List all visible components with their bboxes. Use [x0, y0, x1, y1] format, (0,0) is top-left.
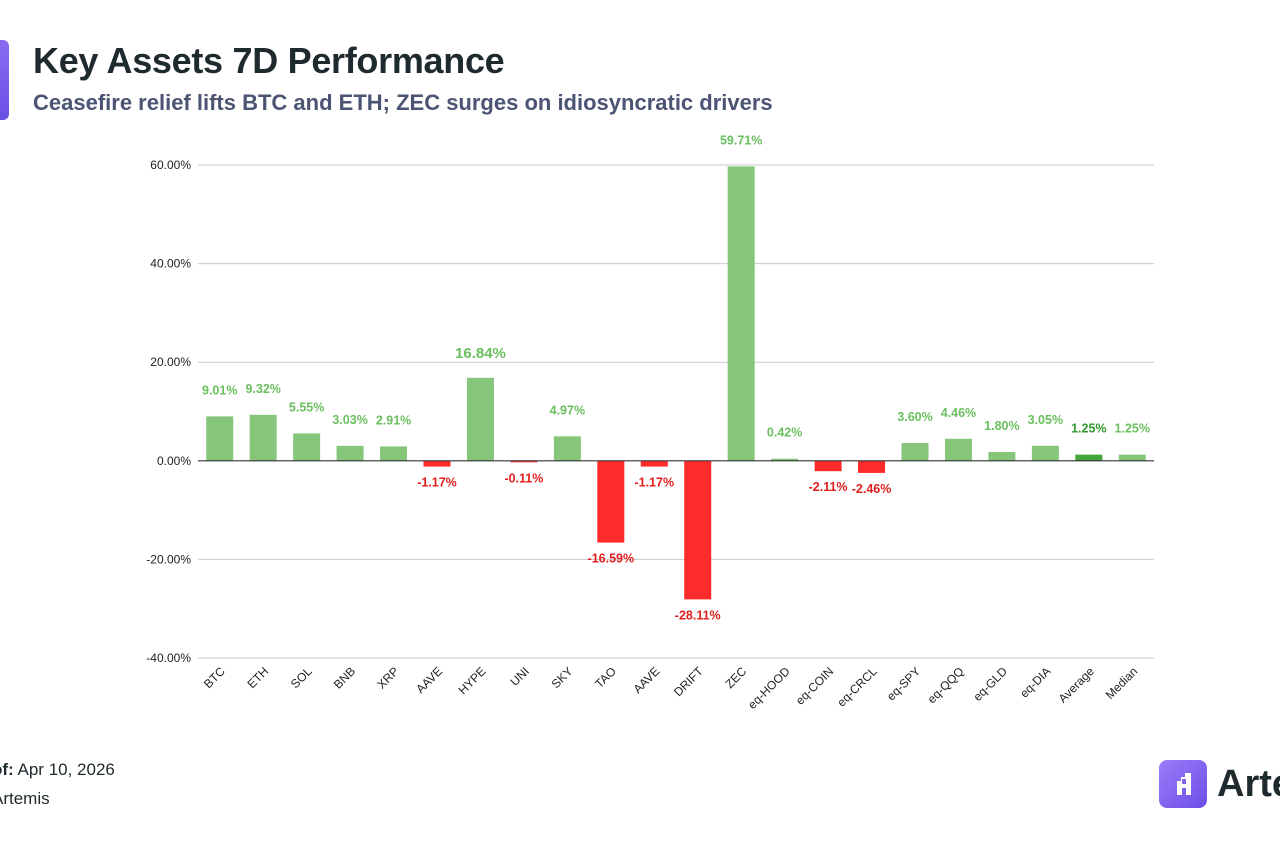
data-label: 3.60% [897, 410, 932, 424]
x-tick-label: BTC [201, 664, 228, 691]
x-tick-label: HYPE [456, 664, 489, 697]
x-tick-label: UNI [508, 664, 533, 689]
y-tick-label: 60.00% [150, 158, 191, 172]
bar-median [1118, 454, 1146, 461]
data-label: 1.25% [1071, 422, 1106, 436]
x-axis-ticks: BTC ETH SOL BNB XRP AAVE HYPE UNI SKY TAO AAVE DRIF… [201, 664, 1140, 712]
bars [206, 166, 1146, 600]
x-tick-label: XRP [374, 664, 401, 691]
x-tick-label: ETH [244, 664, 271, 691]
as-of-date: of: Apr 10, 2026 [0, 760, 115, 779]
bar-eq-crcl [858, 460, 886, 473]
data-label: -2.11% [809, 480, 848, 494]
x-tick-label: SKY [549, 664, 576, 691]
y-tick-label: -20.00% [146, 552, 191, 566]
title-accent-bar [0, 40, 9, 120]
bar-average [1075, 454, 1103, 461]
y-tick-label: 40.00% [150, 257, 191, 271]
bar-bnb [336, 445, 364, 461]
x-tick-label: Average [1056, 664, 1098, 706]
x-tick-label: eq-GLD [970, 664, 1010, 704]
data-label: -28.11% [675, 608, 721, 622]
page-title: Key Assets 7D Performance [33, 40, 505, 81]
x-tick-label: ZEC [722, 664, 749, 691]
y-tick-label: -40.00% [146, 651, 191, 665]
data-label: 59.71% [720, 133, 762, 147]
data-label: 1.25% [1115, 422, 1150, 436]
data-label: -2.46% [852, 482, 892, 496]
bar-eq-qqq [944, 438, 972, 461]
bar-zec [727, 166, 755, 461]
data-label: 3.03% [332, 413, 367, 427]
bar-sky [553, 436, 581, 461]
source-label: Artemis [0, 789, 50, 808]
data-label: 1.80% [984, 419, 1019, 433]
data-label: -1.17% [634, 476, 674, 490]
data-label: 16.84% [455, 345, 506, 362]
bar-sol [293, 433, 321, 461]
x-tick-label: DRIFT [671, 664, 706, 699]
data-label: -0.11% [504, 471, 543, 485]
y-tick-label: 0.00% [157, 454, 191, 468]
data-labels: 9.01% 9.32% 5.55% 3.03% 2.91% -1.17% 16.84% -0.… [202, 133, 1150, 622]
bar-eth [249, 414, 277, 461]
bar-eq-gld [988, 451, 1016, 461]
x-tick-label: SOL [288, 664, 315, 691]
data-label: 4.46% [941, 406, 976, 420]
x-tick-label: eq-QQQ [925, 664, 967, 706]
artemis-logo-icon [1159, 760, 1207, 808]
bar-btc [206, 416, 234, 461]
x-tick-label: eq-SPY [884, 664, 923, 703]
bar-drift [684, 460, 712, 600]
x-tick-label: AAVE [630, 664, 662, 696]
data-label: 5.55% [289, 400, 324, 414]
bar-eq-dia [1031, 445, 1059, 461]
bar-tao [597, 460, 625, 543]
x-tick-label: eq-HOOD [745, 664, 793, 712]
data-label: -1.17% [417, 476, 457, 490]
y-tick-label: 20.00% [150, 355, 191, 369]
data-label: 3.05% [1028, 413, 1063, 427]
x-tick-label: eq-DIA [1017, 664, 1053, 700]
grid-lines [198, 164, 1154, 659]
data-label: 4.97% [550, 403, 585, 417]
x-tick-label: Median [1103, 664, 1141, 702]
bar-chart: 60.00% 40.00% 20.00% 0.00% -20.00% -40.00% 9.… [146, 133, 1154, 712]
data-label: 2.91% [376, 413, 411, 427]
data-label: 9.32% [245, 382, 280, 396]
data-label: 9.01% [202, 383, 237, 397]
x-tick-label: TAO [592, 664, 619, 691]
bar-uni [510, 460, 538, 463]
bar-xrp [380, 446, 408, 461]
bar-eq-spy [901, 443, 929, 461]
x-tick-label: AAVE [413, 664, 445, 696]
data-label: -16.59% [588, 552, 635, 566]
y-axis-ticks: 60.00% 40.00% 20.00% 0.00% -20.00% -40.00% [146, 158, 191, 665]
bar-eq-hood [771, 458, 799, 461]
brand-logo: Arte [1159, 760, 1280, 808]
brand-name: Arte [1217, 762, 1280, 805]
page-subtitle: Ceasefire relief lifts BTC and ETH; ZEC … [33, 90, 773, 115]
x-tick-label: BNB [331, 664, 358, 691]
bar-aave [640, 460, 668, 467]
bar-aave [423, 460, 451, 467]
x-tick-label: eq-CRCL [834, 664, 879, 709]
bar-hype [466, 377, 494, 461]
data-label: 0.42% [767, 426, 802, 440]
bar-eq-coin [814, 460, 842, 472]
x-tick-label: eq-COIN [793, 664, 836, 707]
